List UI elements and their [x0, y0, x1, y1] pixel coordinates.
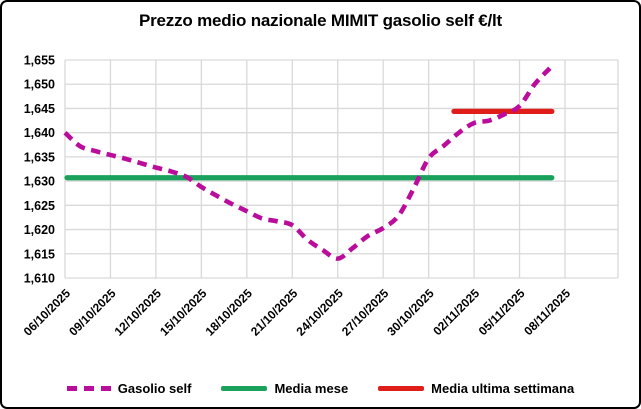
- x-tick-label: 15/10/2025: [157, 286, 210, 339]
- x-tick-label: 24/10/2025: [293, 286, 346, 339]
- x-tick-label: 05/11/2025: [476, 286, 528, 338]
- x-tick-label: 27/10/2025: [339, 286, 392, 339]
- chart-legend: Gasolio self Media mese Media ultima set…: [2, 381, 639, 396]
- x-tick-label: 08/11/2025: [521, 286, 573, 338]
- x-tick-label: 30/10/2025: [384, 286, 437, 339]
- chart-title: Prezzo medio nazionale MIMIT gasolio sel…: [139, 11, 502, 30]
- x-tick-label: 18/10/2025: [203, 286, 256, 339]
- legend-solid-line-sample: [221, 386, 268, 391]
- x-tick-label: 02/11/2025: [430, 286, 482, 338]
- y-tick-label: 1,620: [24, 223, 55, 237]
- legend-label: Media mese: [274, 381, 349, 396]
- y-tick-label: 1,635: [24, 150, 55, 164]
- x-tick-label: 09/10/2025: [66, 286, 119, 339]
- y-tick-label: 1,625: [24, 199, 55, 213]
- legend-label: Gasolio self: [117, 381, 192, 396]
- y-tick-label: 1,655: [24, 54, 55, 68]
- legend-solid-line-sample: [378, 386, 425, 391]
- series-line-gasolio-self: [63, 66, 552, 261]
- y-tick-label: 1,650: [24, 78, 55, 92]
- y-tick-label: 1,610: [24, 272, 55, 286]
- legend-dashed-line-sample: [66, 386, 111, 391]
- y-tick-label: 1,615: [24, 247, 55, 261]
- y-tick-label: 1,630: [24, 175, 55, 189]
- legend-item-gasolio-self: Gasolio self: [66, 381, 192, 396]
- y-tick-label: 1,645: [24, 102, 55, 116]
- x-tick-label: 06/10/2025: [21, 286, 74, 339]
- legend-item-media-mese: Media mese: [221, 381, 348, 396]
- legend-item-media-ultima-settimana: Media ultima settimana: [378, 381, 574, 396]
- x-tick-label: 12/10/2025: [112, 286, 165, 339]
- x-tick-label: 21/10/2025: [248, 286, 301, 339]
- legend-label: Media ultima settimana: [431, 381, 575, 396]
- y-tick-label: 1,640: [24, 126, 55, 140]
